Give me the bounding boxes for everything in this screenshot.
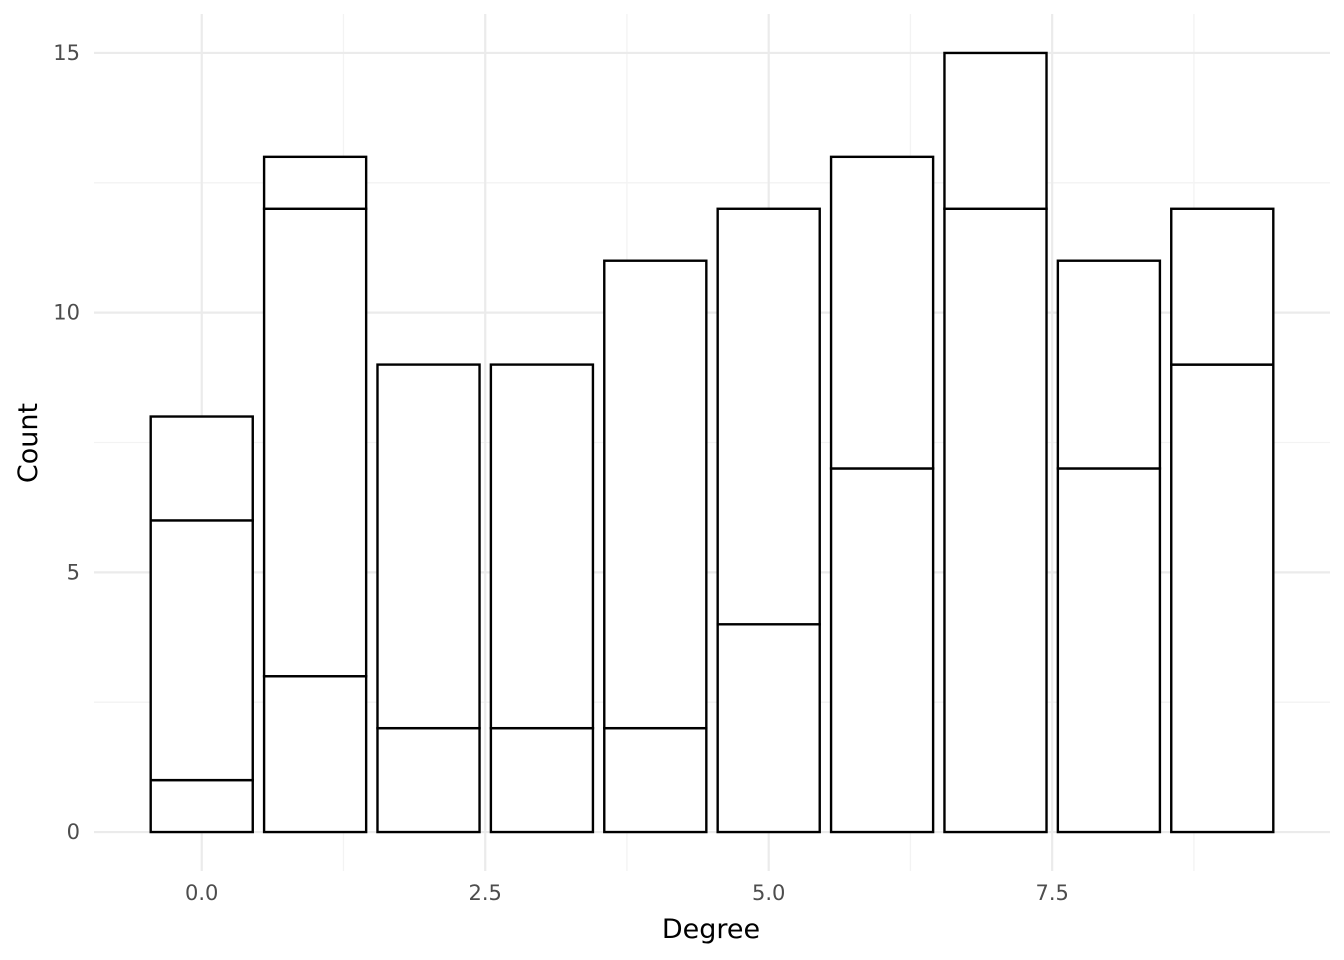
bar-segment (489, 726, 595, 834)
bar-segment (1170, 207, 1275, 366)
y-tick-label: 0 (67, 820, 80, 844)
x-tick-label: 0.0 (185, 881, 218, 905)
bar-segment (603, 726, 708, 834)
bar-segment (489, 363, 595, 730)
bar-segment (1056, 259, 1162, 470)
y-axis-ticks: 0 5 10 15 (53, 41, 80, 844)
bar-segment (1056, 467, 1162, 834)
bar-segment (943, 51, 1048, 210)
bar-segment (262, 207, 368, 678)
bar-segment (716, 623, 821, 834)
x-tick-label: 7.5 (1035, 881, 1068, 905)
bar-segment (376, 726, 481, 834)
bar-segment (943, 207, 1048, 834)
bar-segment (829, 467, 935, 834)
bars (149, 51, 1275, 834)
y-tick-label: 10 (53, 301, 80, 325)
y-tick-label: 5 (67, 560, 80, 584)
bar-segment (1170, 363, 1275, 834)
bar-segment (262, 675, 368, 834)
bar-segment (376, 363, 481, 730)
x-tick-label: 5.0 (752, 881, 785, 905)
bar-segment (603, 259, 708, 730)
x-axis-title: Degree (662, 914, 760, 945)
bar-segment (262, 155, 368, 210)
bar-segment (716, 207, 821, 626)
y-axis-title: Count (13, 403, 44, 483)
bar-segment (829, 155, 935, 470)
bar-segment (149, 415, 254, 522)
x-tick-label: 2.5 (469, 881, 502, 905)
y-tick-label: 15 (53, 41, 80, 65)
x-axis-ticks: 0.0 2.5 5.0 7.5 (185, 881, 1069, 905)
bar-segment (149, 778, 254, 834)
bar-segment (149, 519, 254, 782)
